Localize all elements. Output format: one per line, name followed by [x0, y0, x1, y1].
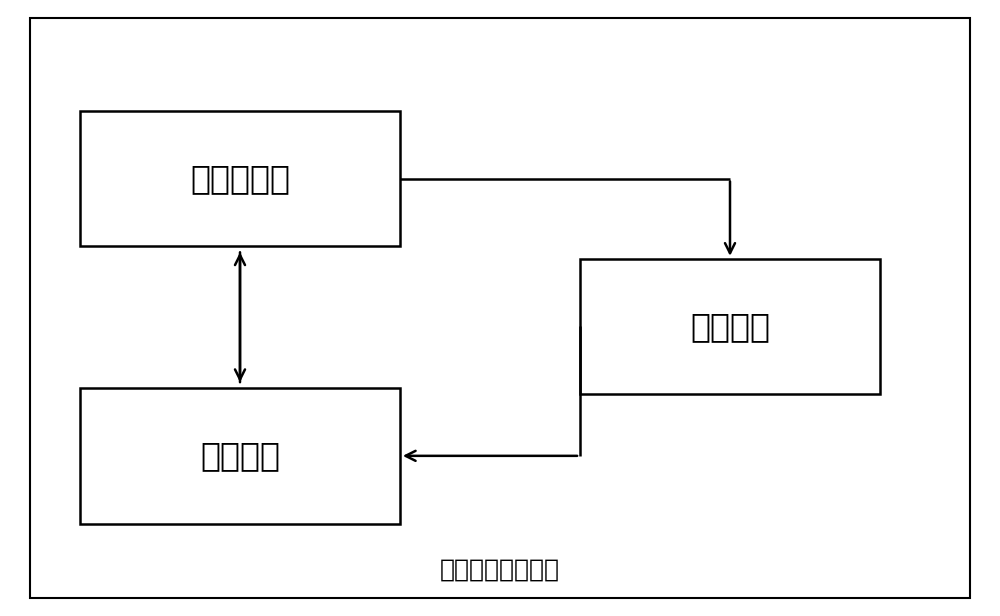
Text: 灌装设备: 灌装设备	[690, 310, 770, 343]
Bar	[580, 259, 880, 394]
Bar	[80, 388, 400, 524]
Text: 灌装顺序控制系统: 灌装顺序控制系统	[440, 558, 560, 582]
Text: 存储产品: 存储产品	[200, 439, 280, 472]
Text: 灌装服务器: 灌装服务器	[190, 162, 290, 195]
Bar	[80, 111, 400, 246]
